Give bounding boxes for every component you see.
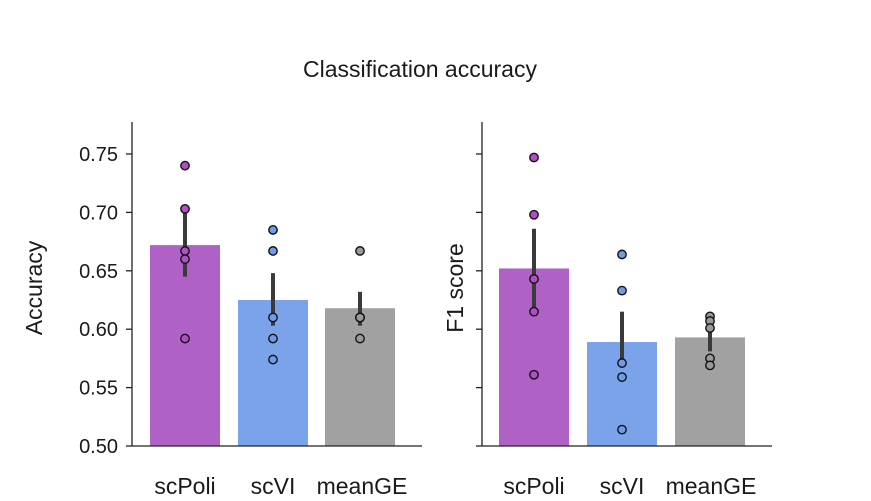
x-tick-label-meanGE: meanGE [317,473,408,499]
figure-title: Classification accuracy [303,56,537,82]
bar-scPoli [150,245,220,446]
y-tick-label: 0.60 [79,319,118,341]
data-point-scPoli [529,274,539,284]
x-tick-label-meanGE: meanGE [666,473,757,499]
x-tick-label-scPoli: scPoli [154,473,215,499]
data-point-scPoli [180,160,190,171]
x-tick-label-scPoli: scPoli [503,473,564,499]
data-point-meanGE [705,360,715,371]
data-point-scVI [617,358,627,368]
data-point-scVI [268,246,278,256]
accuracy-panel: 0.50 0.55 0.60 0.65 0.70 0.75 Accuracy scPoli sc… [21,122,422,499]
data-point-scVI [268,312,278,323]
x-tick-label-scVI: scVI [251,473,296,499]
y-tick-label: 0.65 [79,261,118,283]
f1-score-panel: F1 score scPoli scVI meanGE [442,122,772,499]
bar-meanGE [325,308,395,446]
data-point-meanGE [705,323,715,333]
data-point-scVI [617,285,627,296]
data-point-scVI [268,333,278,344]
data-point-scVI [617,372,627,382]
data-point-meanGE [355,333,365,344]
data-point-scPoli [180,203,190,214]
data-point-meanGE [355,312,365,323]
y-axis-title: F1 score [442,243,468,332]
data-point-scVI [268,225,278,235]
data-point-scPoli [180,246,190,256]
data-point-scPoli [529,209,539,220]
data-point-scVI [617,424,627,435]
data-point-scVI [268,354,278,365]
data-point-meanGE [355,246,365,256]
data-point-scPoli [180,333,190,344]
y-axis-title: Accuracy [21,240,47,335]
x-tick-label-scVI: scVI [600,473,645,499]
data-point-scPoli [529,152,539,163]
y-tick-label: 0.75 [79,144,118,166]
y-tick-label: 0.50 [79,436,118,458]
data-point-scPoli [529,306,539,317]
data-point-scPoli [529,369,539,380]
y-tick-label: 0.55 [79,378,118,400]
y-tick-label: 0.70 [79,202,118,224]
data-point-scVI [617,249,627,260]
data-point-scPoli [180,254,190,265]
